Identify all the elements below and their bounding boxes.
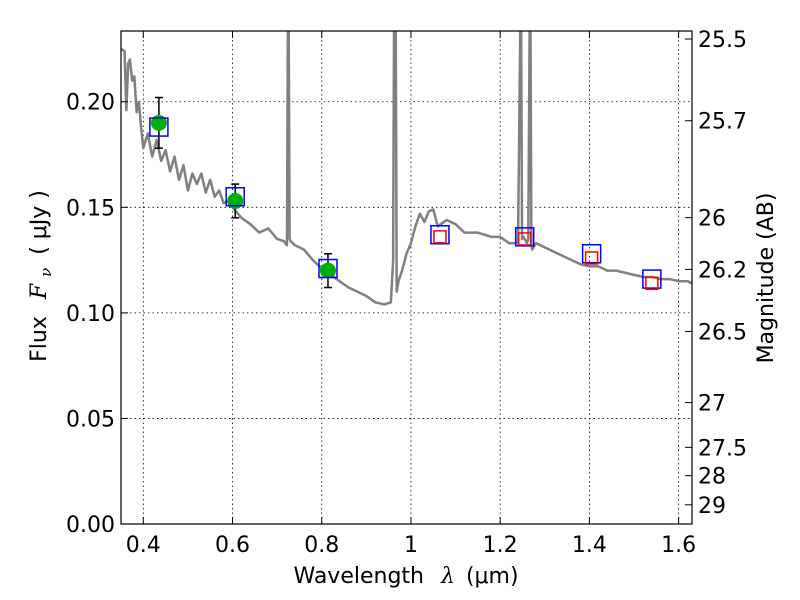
observed-point [319, 262, 336, 279]
y2-tick-label: 28 [698, 465, 726, 490]
tick-labels: 0.4 0.6 0.8 1 1.2 1.4 1.6 0.00 0.05 0.10 0.15 0.20 2… [66, 28, 747, 558]
x-axis-label: Wavelength λ (μm) [293, 564, 518, 589]
x-tick-label: 0.6 [215, 533, 250, 558]
y-axis-label-text: Flux [27, 316, 52, 362]
x-axis-label-symbol: λ [440, 564, 455, 589]
y-axis-label-subscript: ν [37, 268, 55, 277]
predicted-photometry-square [433, 230, 447, 244]
model-photometry-square [225, 186, 245, 207]
observed-point [227, 192, 244, 209]
y2-tick-label: 27 [698, 392, 726, 417]
model-photometry-square [430, 224, 450, 245]
x-tick-label: 0.4 [126, 533, 161, 558]
predicted-photometry-square [645, 276, 659, 291]
observed-point [150, 114, 167, 131]
model-photometry-square [581, 243, 602, 264]
y-axis-label: Flux F ν ( μJy ) [27, 190, 57, 362]
grid-lines [121, 31, 692, 525]
y-tick-label: 0.00 [66, 513, 115, 538]
x-tick-label: 1.2 [483, 533, 518, 558]
y2-tick-label: 25.5 [698, 28, 747, 53]
y2-axis-label: Magnitude (AB) [754, 193, 779, 364]
y2-tick-label: 29 [698, 494, 726, 519]
model-photometry-square [642, 269, 662, 289]
plot-frame [120, 30, 693, 525]
predicted-photometry-square [584, 251, 599, 265]
y-tick-label: 0.10 [66, 302, 115, 327]
y2-tick-label: 26 [698, 207, 726, 232]
x-tick-label: 0.8 [304, 533, 339, 558]
y2-tick-label: 26.2 [698, 258, 747, 283]
model-photometry-square [149, 117, 169, 137]
y-tick-label: 0.15 [66, 196, 115, 221]
y-tick-label: 0.20 [66, 91, 115, 116]
model-photometry-square [514, 227, 535, 247]
y-axis-label-symbol: F [27, 283, 52, 300]
axes-frame [120, 30, 693, 525]
y2-tick-label: 26.5 [698, 320, 747, 345]
predicted-photometry-square [517, 232, 532, 246]
model-photometry-square [318, 258, 338, 279]
x-axis-label-unit: (μm) [466, 564, 519, 589]
model-sed-line [121, 31, 692, 306]
y-axis-label-unit: ( μJy ) [27, 190, 52, 255]
x-tick-label: 1.4 [572, 533, 607, 558]
y2-tick-label: 25.7 [698, 110, 747, 135]
x-tick-label: 1 [404, 533, 418, 558]
y2-tick-label: 27.5 [698, 436, 747, 461]
x-tick-label: 1.6 [661, 533, 696, 558]
y-tick-label: 0.05 [66, 407, 115, 432]
x-axis-label-text: Wavelength [293, 564, 424, 589]
plot-area [121, 31, 692, 306]
